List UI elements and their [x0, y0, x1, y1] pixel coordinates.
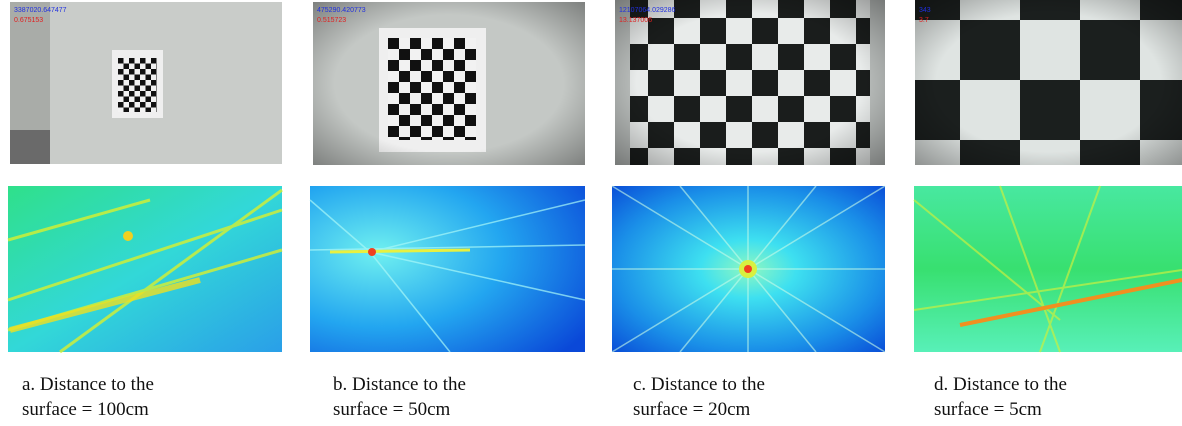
caption: a. Distance to the	[22, 374, 154, 395]
heatmap-b	[310, 186, 585, 352]
caption: c. Distance to the	[633, 374, 765, 395]
caption: d. Distance to the	[934, 374, 1067, 395]
caption: b. Distance to the	[333, 374, 466, 395]
photo-a	[10, 2, 282, 164]
heatmap-a	[8, 186, 282, 352]
overlay-value: 0.675153	[14, 17, 43, 24]
overlay-value: 0.515723	[317, 17, 346, 24]
overlay-value: 13.137006	[619, 17, 652, 24]
overlay-value: 475290.420773	[317, 7, 366, 14]
heatmap-d	[914, 186, 1182, 352]
photo-b	[313, 2, 585, 165]
caption: surface = 5cm	[934, 399, 1042, 420]
photo-d	[915, 0, 1182, 165]
caption: surface = 20cm	[633, 399, 750, 420]
caption: surface = 100cm	[22, 399, 149, 420]
photo-c	[615, 0, 885, 165]
overlay-value: 3.7	[919, 17, 929, 24]
figure: 3387020.647477 0.675153 475290.420773 0.…	[0, 0, 1182, 426]
overlay-value: 3387020.647477	[14, 7, 67, 14]
overlay-value: 12107064.029286	[619, 7, 676, 14]
heatmap-c	[612, 186, 885, 352]
overlay-value: 343	[919, 7, 931, 14]
caption: surface = 50cm	[333, 399, 450, 420]
